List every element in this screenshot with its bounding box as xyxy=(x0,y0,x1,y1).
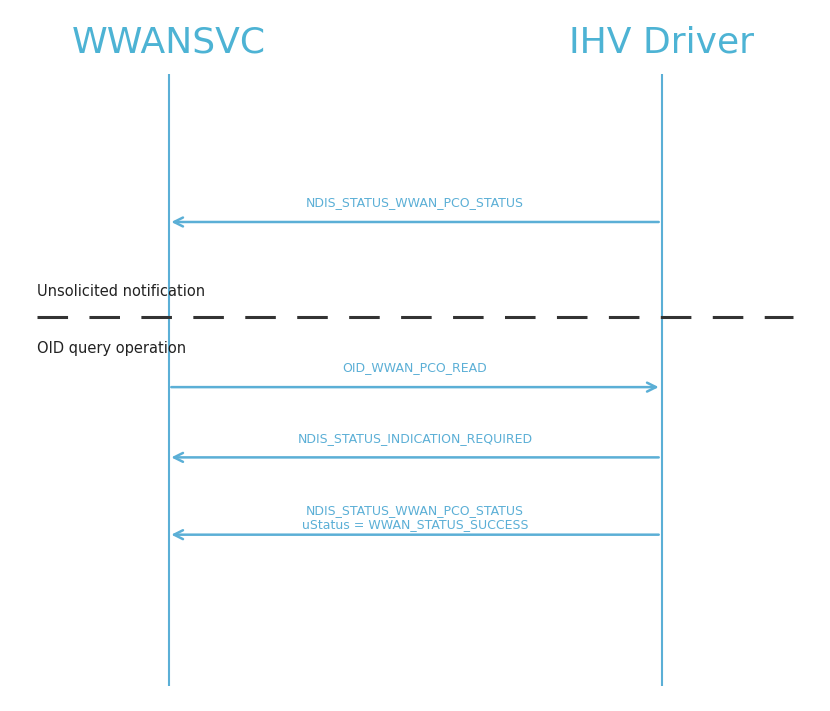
Text: OID query operation: OID query operation xyxy=(37,341,186,356)
Text: NDIS_STATUS_WWAN_PCO_STATUS: NDIS_STATUS_WWAN_PCO_STATUS xyxy=(306,196,524,209)
Text: WWANSVC: WWANSVC xyxy=(71,26,266,59)
Text: Unsolicited notification: Unsolicited notification xyxy=(37,284,205,299)
Text: IHV Driver: IHV Driver xyxy=(569,26,754,59)
Text: NDIS_STATUS_WWAN_PCO_STATUS: NDIS_STATUS_WWAN_PCO_STATUS xyxy=(306,504,524,517)
Text: OID_WWAN_PCO_READ: OID_WWAN_PCO_READ xyxy=(343,361,487,375)
Text: uStatus = WWAN_STATUS_SUCCESS: uStatus = WWAN_STATUS_SUCCESS xyxy=(302,518,528,531)
Text: NDIS_STATUS_INDICATION_REQUIRED: NDIS_STATUS_INDICATION_REQUIRED xyxy=(297,432,533,445)
